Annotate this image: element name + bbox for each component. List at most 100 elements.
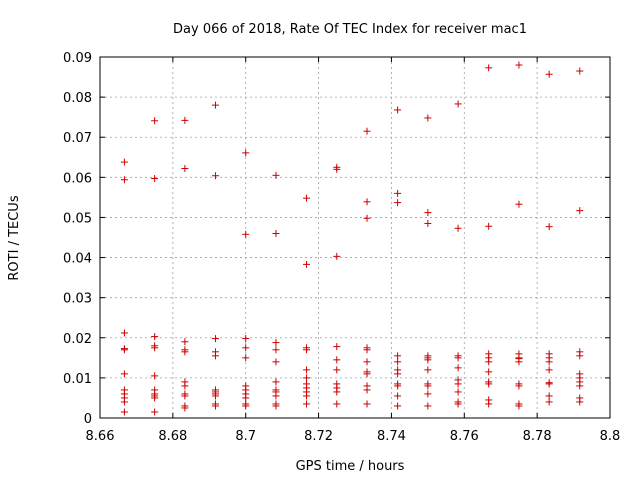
x-tick-label: 8.72 <box>304 429 333 444</box>
data-point <box>576 207 584 215</box>
axis-ticks <box>99 56 611 419</box>
tick-labels: 8.66 8.68 8.7 8.72 8.74 8.76 8.78 8.8 0 0.01 0.02 0… <box>63 51 620 444</box>
data-point <box>333 343 341 351</box>
x-tick-label: 8.66 <box>86 429 115 444</box>
data-point <box>363 127 371 135</box>
y-tick-label: 0.07 <box>63 131 92 146</box>
x-axis-label: GPS time / hours <box>296 459 405 474</box>
data-point <box>424 382 432 390</box>
data-point <box>333 388 341 396</box>
data-point <box>303 400 311 408</box>
data-point <box>181 382 189 390</box>
data-point <box>394 106 402 114</box>
data-point <box>454 388 462 396</box>
data-point <box>515 358 523 366</box>
y-tick-label: 0.08 <box>63 91 92 106</box>
data-point <box>151 394 159 402</box>
data-point <box>363 214 371 222</box>
data-point <box>515 382 523 390</box>
data-point <box>515 61 523 69</box>
data-point <box>424 219 432 227</box>
data-point <box>242 402 250 410</box>
data-point <box>333 252 341 260</box>
y-tick-label: 0.09 <box>63 51 92 66</box>
data-point <box>394 402 402 410</box>
data-point <box>485 358 493 366</box>
y-tick-label: 0.02 <box>63 332 92 347</box>
data-point <box>211 392 219 400</box>
data-point <box>363 386 371 394</box>
data-point <box>211 172 219 180</box>
data-point <box>181 338 189 346</box>
data-point <box>120 346 128 354</box>
data-point <box>394 189 402 197</box>
data-point <box>211 335 219 343</box>
data-point <box>576 67 584 75</box>
data-point <box>454 354 462 362</box>
data-point <box>211 352 219 360</box>
data-point <box>242 354 250 362</box>
data-point <box>303 392 311 400</box>
y-tick-label: 0 <box>84 412 92 427</box>
data-point <box>545 366 553 374</box>
data-point <box>211 402 219 410</box>
data-point <box>363 346 371 354</box>
data-point <box>576 398 584 406</box>
plot-frame <box>99 56 611 419</box>
data-point <box>151 372 159 380</box>
data-point <box>242 335 250 343</box>
data-point <box>424 356 432 364</box>
data-point <box>333 366 341 374</box>
data-point <box>545 70 553 78</box>
data-point <box>363 370 371 378</box>
y-tick-label: 0.06 <box>63 171 92 186</box>
y-tick-label: 0.04 <box>63 252 92 267</box>
data-point <box>515 200 523 208</box>
data-point <box>485 380 493 388</box>
data-point <box>151 333 159 341</box>
data-point <box>394 392 402 400</box>
y-axis-label: ROTI / TECUs <box>7 195 22 280</box>
data-point <box>272 358 280 366</box>
data-point <box>363 198 371 206</box>
data-point <box>394 199 402 207</box>
data-point <box>485 368 493 376</box>
data-point <box>151 344 159 352</box>
data-point <box>272 339 280 347</box>
y-tick-label: 0.05 <box>63 211 92 226</box>
data-point <box>394 352 402 360</box>
data-point <box>394 370 402 378</box>
data-point <box>120 398 128 406</box>
data-point <box>363 400 371 408</box>
data-point <box>515 402 523 410</box>
data-point <box>363 358 371 366</box>
data-point <box>333 165 341 173</box>
data-point <box>181 165 189 173</box>
data-point <box>120 370 128 378</box>
data-point <box>211 101 219 109</box>
data-point <box>424 209 432 217</box>
data-points <box>120 61 584 416</box>
data-point <box>120 158 128 166</box>
data-point <box>545 358 553 366</box>
data-point <box>151 408 159 416</box>
data-point <box>181 404 189 412</box>
y-tick-label: 0.01 <box>63 372 92 387</box>
data-point <box>454 224 462 232</box>
data-point <box>242 394 250 402</box>
data-point <box>545 392 553 400</box>
data-point <box>181 348 189 356</box>
data-point <box>545 223 553 231</box>
data-point <box>120 408 128 416</box>
y-tick-label: 0.03 <box>63 292 92 307</box>
data-point <box>485 400 493 408</box>
data-point <box>303 260 311 268</box>
data-point <box>242 230 250 238</box>
data-point <box>272 229 280 237</box>
data-point <box>242 149 250 157</box>
data-point <box>303 366 311 374</box>
data-point <box>120 329 128 337</box>
data-point <box>303 374 311 382</box>
x-tick-label: 8.8 <box>600 429 621 444</box>
